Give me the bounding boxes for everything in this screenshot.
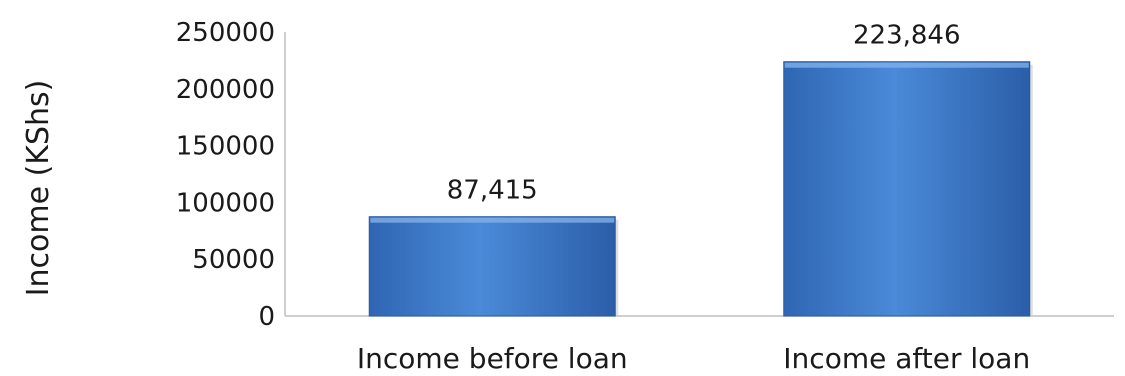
y-tick-label: 250000 [176, 18, 275, 48]
bar-top-highlight [370, 217, 615, 223]
x-axis-category-labels: Income before loan Income after loan [357, 342, 1030, 375]
y-tick-label: 0 [258, 302, 275, 332]
y-tick-label: 150000 [176, 132, 275, 162]
x-category-label: Income before loan [357, 342, 628, 375]
y-tick-label: 100000 [176, 188, 275, 218]
y-axis-title: Income (KShs) [21, 80, 56, 297]
bars [368, 61, 1033, 317]
bar [783, 61, 1031, 317]
bar-data-label: 87,415 [447, 176, 538, 206]
y-tick-label: 200000 [176, 75, 275, 105]
y-axis-ticks: 0 50000 100000 150000 200000 250000 [176, 18, 275, 332]
x-category-label: Income after loan [783, 342, 1030, 375]
data-labels: 87,415 223,846 [447, 21, 961, 206]
bar [368, 216, 616, 317]
bar-top-highlight [784, 62, 1029, 68]
bar-data-label: 223,846 [853, 21, 961, 51]
y-tick-label: 50000 [192, 245, 275, 275]
